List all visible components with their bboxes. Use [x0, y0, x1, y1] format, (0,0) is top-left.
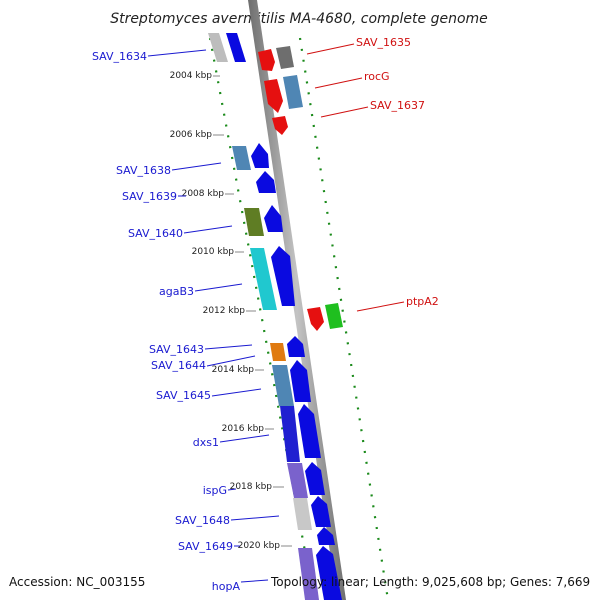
gene-label: SAV_1648 — [175, 514, 230, 527]
gene-label: SAV_1639 — [122, 190, 177, 203]
gene-label: SAV_1643 — [149, 343, 204, 356]
gene-block — [298, 548, 319, 600]
gene-label: SAV_1644 — [151, 359, 206, 372]
gene-block — [226, 33, 246, 62]
label-leader — [306, 43, 355, 55]
reverse-gene-labels: SAV_1635 rocG SAV_1637 ptpA2 — [306, 36, 439, 312]
tick-label: 2018 kbp — [230, 482, 273, 492]
gene-block — [232, 146, 251, 170]
tick-label: 2006 kbp — [170, 130, 213, 140]
gene-label: ispG — [203, 484, 227, 497]
accession-text: Accession: NC_003155 — [9, 575, 145, 589]
gene-block — [250, 248, 277, 310]
gene-label: SAV_1635 — [356, 36, 411, 49]
gene-block — [293, 498, 312, 530]
gene-label: SAV_1640 — [128, 227, 183, 240]
gene-label: dxs1 — [193, 436, 219, 449]
gene-block — [264, 79, 283, 113]
gene-block — [280, 406, 300, 462]
gene-block — [272, 116, 288, 135]
gene-label: SAV_1645 — [156, 389, 211, 402]
gene-block — [287, 336, 305, 357]
gene-block — [311, 496, 331, 527]
gene-block — [316, 546, 342, 600]
gene-label: rocG — [364, 70, 390, 83]
gene-label: ptpA2 — [406, 295, 439, 308]
forward-genes — [208, 33, 342, 600]
map-title: Streptomyces avermitilis MA-4680, comple… — [110, 11, 488, 27]
gene-block — [264, 205, 283, 232]
gene-block — [325, 303, 343, 329]
tick-label: 2014 kbp — [212, 365, 255, 375]
label-leader — [320, 106, 369, 118]
tick-label: 2008 kbp — [182, 189, 225, 199]
gene-label: SAV_1637 — [370, 99, 425, 112]
forward-gene-labels: SAV_1634 SAV_1638 SAV_1639 SAV_1640 agaB… — [92, 49, 280, 593]
label-leader — [206, 355, 256, 367]
gene-block — [251, 143, 269, 168]
label-leader — [240, 579, 269, 583]
gene-label: SAV_1638 — [116, 164, 171, 177]
gene-block — [290, 360, 311, 402]
gene-block — [244, 208, 264, 236]
label-leader — [219, 434, 270, 443]
gene-label: hopA — [212, 580, 241, 593]
gene-block — [256, 171, 276, 193]
tick-labels: 2004 kbp 2006 kbp 2008 kbp 2010 kbp 2012… — [170, 71, 292, 551]
label-leader — [204, 344, 253, 350]
gene-block — [287, 463, 308, 498]
gene-block — [208, 33, 228, 62]
tick-label: 2010 kbp — [192, 247, 235, 257]
tick-label: 2012 kbp — [203, 306, 246, 316]
label-leader — [356, 301, 405, 312]
gene-block — [307, 307, 324, 331]
gene-block — [317, 527, 335, 545]
gene-label: agaB3 — [159, 285, 194, 298]
gene-block — [305, 462, 325, 495]
gene-block — [271, 246, 295, 306]
label-leader — [211, 388, 262, 397]
gene-label: SAV_1634 — [92, 50, 147, 63]
genome-summary-text: Topology: linear; Length: 9,025,608 bp; … — [270, 575, 590, 589]
tick-label: 2020 kbp — [238, 541, 281, 551]
label-leader — [147, 49, 207, 57]
label-leader — [314, 77, 363, 89]
tick-label: 2016 kbp — [222, 424, 265, 434]
label-leader — [183, 225, 233, 234]
gene-block — [258, 49, 275, 71]
label-leader — [194, 283, 243, 292]
label-leader — [227, 488, 237, 491]
tick-label: 2004 kbp — [170, 71, 213, 81]
gene-block — [276, 46, 294, 69]
gene-block — [298, 404, 321, 458]
gene-block — [270, 343, 286, 361]
right-dotted-track — [298, 37, 390, 600]
label-leader — [230, 515, 280, 521]
genome-backbone — [248, 0, 346, 600]
gene-label: SAV_1649 — [178, 540, 233, 553]
label-leader — [171, 162, 222, 171]
gene-block — [283, 75, 303, 109]
reverse-genes — [258, 46, 343, 331]
gene-block — [272, 365, 294, 406]
